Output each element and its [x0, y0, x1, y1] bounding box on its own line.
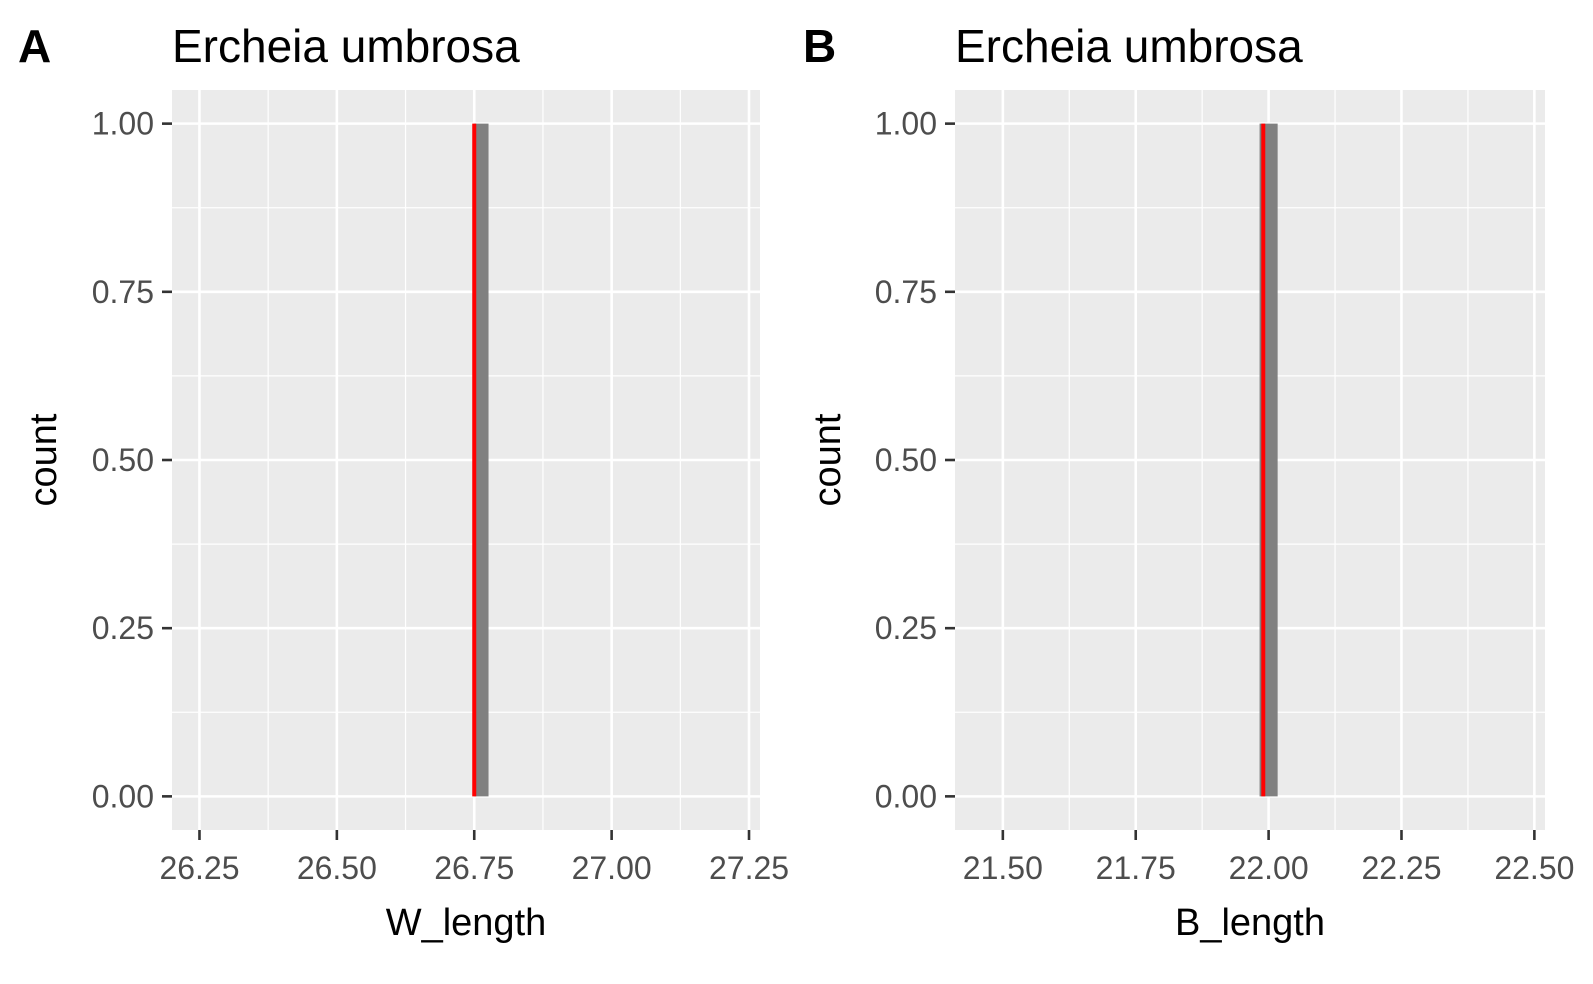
x-tick-label: 22.50: [1494, 850, 1574, 886]
y-tick-label: 0.00: [875, 778, 937, 814]
x-tick-label: 21.50: [963, 850, 1043, 886]
panel-b: B Ercheia umbrosa 0.00 0.25 0.50 0.75 1.00 21.5…: [803, 20, 1574, 944]
x-tick-label: 21.75: [1096, 850, 1176, 886]
x-axis-title: B_length: [1175, 902, 1325, 944]
panel-title: Ercheia umbrosa: [955, 20, 1303, 72]
y-axis-title: count: [807, 413, 849, 506]
x-tick-label: 27.00: [572, 850, 652, 886]
y-tick-label: 0.75: [92, 274, 154, 310]
x-axis-title: W_length: [386, 902, 547, 944]
y-tick-label: 0.25: [92, 610, 154, 646]
x-tick-label: 22.25: [1361, 850, 1441, 886]
x-tick-label: 26.75: [434, 850, 514, 886]
y-tick-label: 0.50: [875, 442, 937, 478]
y-tick-label: 0.75: [875, 274, 937, 310]
y-tick-label: 1.00: [875, 106, 937, 142]
y-axis-title: count: [23, 413, 65, 506]
y-tick-label: 0.00: [92, 778, 154, 814]
x-tick-label: 26.50: [297, 850, 377, 886]
histogram-bar: [474, 123, 489, 797]
panel-a: A Ercheia umbrosa 0.00 0.25 0.50 0.75 1.00 26.2…: [18, 20, 789, 944]
panel-title: Ercheia umbrosa: [172, 20, 520, 72]
y-tick-label: 0.50: [92, 442, 154, 478]
panel-tag: B: [803, 20, 836, 72]
x-tick-label: 22.00: [1229, 850, 1309, 886]
panel-tag: A: [18, 20, 51, 72]
y-tick-label: 1.00: [92, 106, 154, 142]
x-tick-label: 26.25: [159, 850, 239, 886]
y-tick-label: 0.25: [875, 610, 937, 646]
x-tick-label: 27.25: [709, 850, 789, 886]
